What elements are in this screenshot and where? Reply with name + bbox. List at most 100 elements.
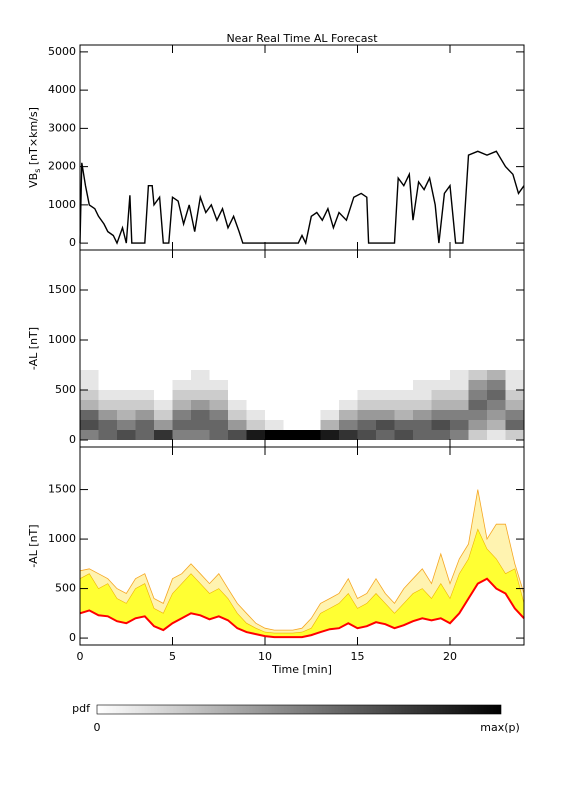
- pdf-cell: [413, 380, 432, 390]
- pdf-cell: [487, 380, 506, 390]
- pdf-cell: [172, 420, 191, 430]
- pdf-cell: [413, 430, 432, 440]
- pdf-cell: [98, 400, 117, 410]
- pdf-cell: [117, 410, 136, 420]
- pdf-cell: [468, 400, 487, 410]
- vbs-line: [79, 150, 525, 246]
- pdf-cell: [487, 370, 506, 380]
- pdf-cell: [191, 430, 210, 440]
- pdf-cell: [98, 410, 117, 420]
- pdf-cell: [376, 410, 395, 420]
- pdf-cell: [191, 370, 210, 380]
- y-axis-label: -AL [nT]: [27, 524, 40, 567]
- y-tick-label: 500: [55, 582, 76, 595]
- pdf-cell: [154, 410, 173, 420]
- y-tick-label: 5000: [48, 45, 76, 58]
- y-tick-label: 1000: [48, 532, 76, 545]
- y-axis-label: -AL [nT]: [27, 327, 40, 370]
- pdf-cell: [431, 390, 450, 400]
- pdf-cell: [450, 390, 469, 400]
- y-label-text: -AL [nT]: [27, 327, 40, 370]
- pdf-cell: [431, 410, 450, 420]
- pdf-cell: [320, 410, 339, 420]
- pdf-cell: [172, 380, 191, 390]
- pdf-cell: [450, 380, 469, 390]
- pdf-cell: [135, 400, 154, 410]
- pdf-cell: [80, 430, 99, 440]
- pdf-cell: [468, 380, 487, 390]
- median-line: [79, 577, 525, 639]
- pdf-cell: [450, 430, 469, 440]
- pdf-cell: [135, 410, 154, 420]
- pdf-cell: [135, 420, 154, 430]
- pdf-cell: [265, 420, 284, 430]
- pdf-cell: [450, 370, 469, 380]
- pdf-cell: [80, 380, 99, 390]
- y-tick-label: 1500: [48, 283, 76, 296]
- x-axis-label: Time [min]: [271, 663, 332, 676]
- pdf-cell: [450, 410, 469, 420]
- pdf-cell: [394, 390, 413, 400]
- pdf-cell: [413, 390, 432, 400]
- pdf-cell: [246, 410, 265, 420]
- pdf-cell: [487, 420, 506, 430]
- pdf-cell: [246, 420, 265, 430]
- pdf-cell: [487, 430, 506, 440]
- pdf-cell: [209, 410, 228, 420]
- pdf-cell: [505, 370, 524, 380]
- x-tick-label: 0: [77, 650, 84, 663]
- y-tick-label: 3000: [48, 121, 76, 134]
- pdf-cell: [431, 380, 450, 390]
- pdf-cell: [450, 420, 469, 430]
- pdf-cell: [487, 410, 506, 420]
- pdf-cell: [339, 420, 358, 430]
- pdf-cell: [80, 370, 99, 380]
- pdf-cell: [505, 380, 524, 390]
- pdf-cell: [228, 410, 247, 420]
- y-label-text: -AL [nT]: [27, 524, 40, 567]
- pdf-cell: [431, 400, 450, 410]
- y-tick-label: 1000: [48, 333, 76, 346]
- y-label-sub: s: [33, 169, 42, 173]
- pdf-cell: [246, 430, 265, 440]
- pdf-cell: [172, 410, 191, 420]
- pdf-cell: [468, 410, 487, 420]
- colorbar: [96, 704, 502, 715]
- panel: [80, 370, 524, 440]
- x-tick-label: 15: [351, 650, 365, 663]
- colorbar-label: pdf: [72, 702, 91, 715]
- pdf-cell: [376, 420, 395, 430]
- title: Near Real Time AL Forecast: [226, 32, 378, 45]
- x-tick-label: 10: [258, 650, 272, 663]
- pdf-cell: [283, 430, 302, 440]
- inner-line: [79, 528, 525, 634]
- colorbar-min: 0: [94, 721, 101, 734]
- pdf-cell: [154, 420, 173, 430]
- pdf-cell: [191, 400, 210, 410]
- pdf-cell: [209, 390, 228, 400]
- pdf-cell: [320, 430, 339, 440]
- pdf-cell: [172, 390, 191, 400]
- pdf-cell: [505, 410, 524, 420]
- pdf-cell: [228, 430, 247, 440]
- pdf-cell: [209, 400, 228, 410]
- y-tick-label: 0: [69, 236, 76, 249]
- y-tick-label: 4000: [48, 83, 76, 96]
- pdf-cell: [117, 420, 136, 430]
- pdf-cell: [468, 390, 487, 400]
- inner-band: [80, 529, 524, 638]
- pdf-cell: [487, 400, 506, 410]
- pdf-cell: [265, 430, 284, 440]
- pdf-cell: [135, 390, 154, 400]
- pdf-cell: [191, 420, 210, 430]
- pdf-cell: [487, 390, 506, 400]
- pdf-cell: [413, 410, 432, 420]
- pdf-cell: [394, 410, 413, 420]
- pdf-cell: [209, 380, 228, 390]
- panel: [79, 150, 525, 246]
- pdf-cell: [135, 430, 154, 440]
- pdf-cell: [80, 420, 99, 430]
- colorbar-max: max(p): [480, 721, 520, 734]
- pdf-cell: [172, 400, 191, 410]
